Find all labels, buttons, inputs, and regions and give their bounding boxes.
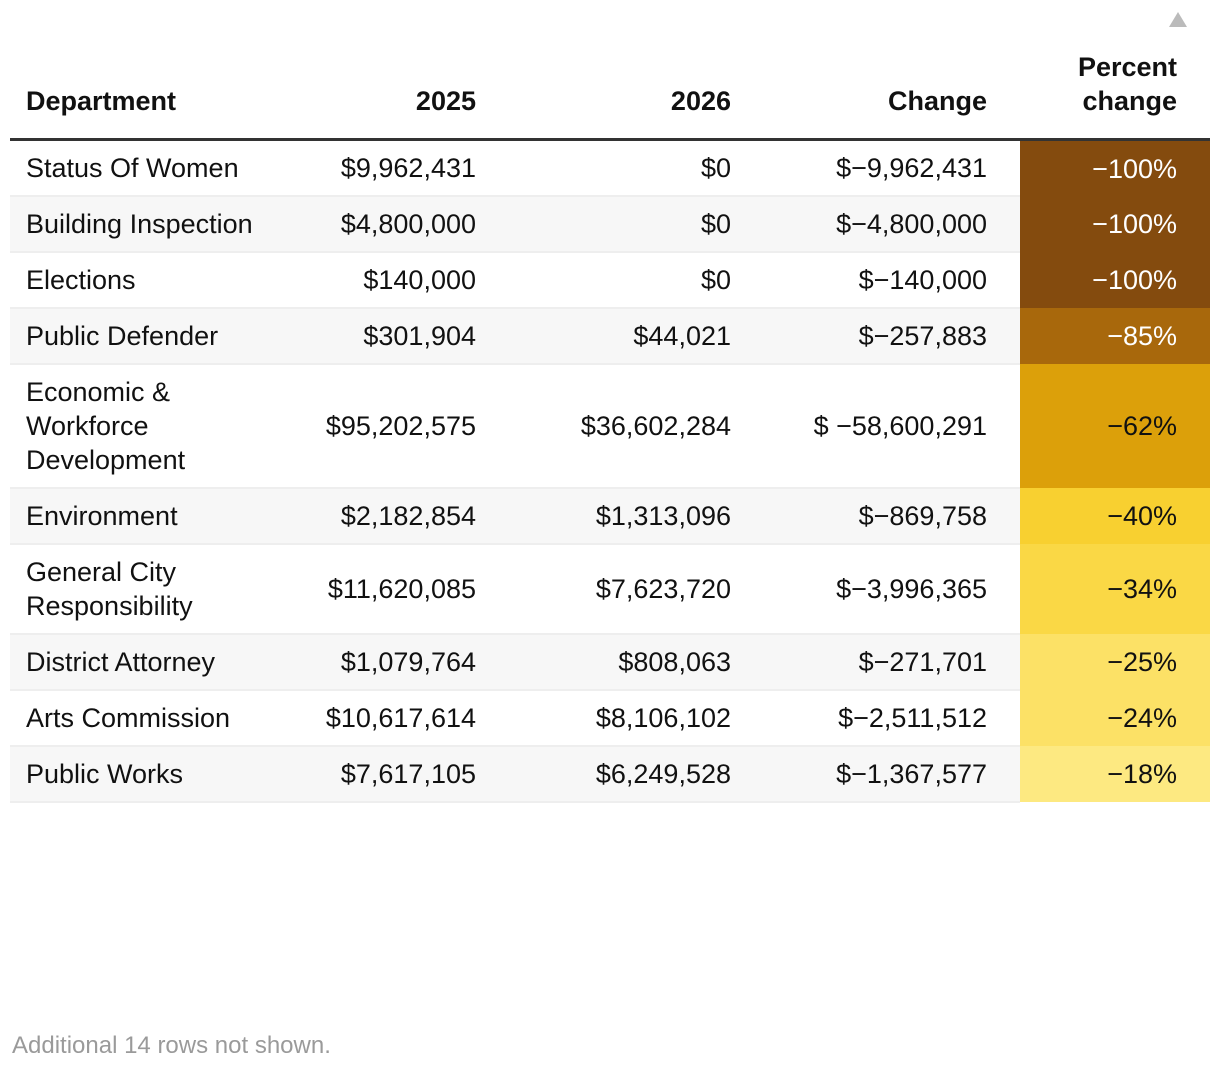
sort-indicator	[1169, 12, 1187, 27]
value-cell: $95,202,575	[270, 364, 492, 489]
value-cell: $ −58,600,291	[747, 364, 1020, 489]
value-cell: $36,602,284	[492, 364, 747, 489]
value-cell: $−2,511,512	[747, 690, 1020, 747]
department-cell: General City Responsibility	[10, 544, 270, 635]
value-cell: $4,800,000	[270, 196, 492, 253]
table-row: Elections $140,000 $0 $−140,000 −100%	[10, 252, 1210, 309]
footnote: Additional 14 rows not shown.	[12, 1032, 331, 1059]
value-cell: $6,249,528	[492, 746, 747, 803]
department-cell: Elections	[10, 252, 270, 309]
value-cell: $−140,000	[747, 252, 1020, 309]
table-row: Economic & Workforce Development $95,202,…	[10, 364, 1210, 489]
table-row: District Attorney $1,079,764 $808,063 $−271…	[10, 634, 1210, 691]
value-cell: $7,617,105	[270, 746, 492, 803]
value-cell: $−9,962,431	[747, 139, 1020, 197]
table-row: Environment $2,182,854 $1,313,096 $−869,758…	[10, 488, 1210, 545]
percent-cell: −25%	[1020, 634, 1210, 690]
department-cell: Building Inspection	[10, 196, 270, 253]
table-body: Status Of Women $9,962,431 $0 $−9,962,431 −1…	[10, 139, 1210, 803]
table-row: Public Defender $301,904 $44,021 $−257,883−…	[10, 308, 1210, 365]
table-row: General City Responsibility $11,620,085 $7…	[10, 544, 1210, 635]
value-cell: $0	[492, 139, 747, 197]
department-cell: Economic & Workforce Development	[10, 364, 270, 489]
percent-cell: −100%	[1020, 196, 1210, 252]
percent-cell: −85%	[1020, 308, 1210, 364]
value-cell: $−869,758	[747, 488, 1020, 545]
department-cell: Arts Commission	[10, 690, 270, 747]
value-cell: $11,620,085	[270, 544, 492, 635]
value-cell: $0	[492, 252, 747, 309]
table-row: Arts Commission $10,617,614 $8,106,102 $−2,…	[10, 690, 1210, 747]
department-cell: Environment	[10, 488, 270, 545]
value-cell: $9,962,431	[270, 139, 492, 197]
value-cell: $−4,800,000	[747, 196, 1020, 253]
percent-cell: −62%	[1020, 364, 1210, 488]
department-cell: Public Defender	[10, 308, 270, 365]
column-header[interactable]: Percent change	[1020, 12, 1210, 141]
table-row: Building Inspection $4,800,000 $0 $−4,800,0…	[10, 196, 1210, 253]
value-cell: $−3,996,365	[747, 544, 1020, 635]
value-cell: $−1,367,577	[747, 746, 1020, 803]
value-cell: $140,000	[270, 252, 492, 309]
value-cell: $1,313,096	[492, 488, 747, 545]
value-cell: $−257,883	[747, 308, 1020, 365]
value-cell: $301,904	[270, 308, 492, 365]
percent-cell: −34%	[1020, 544, 1210, 634]
value-cell: $2,182,854	[270, 488, 492, 545]
percent-cell: −100%	[1020, 252, 1210, 308]
value-cell: $10,617,614	[270, 690, 492, 747]
percent-cell: −100%	[1020, 139, 1210, 196]
value-cell: $44,021	[492, 308, 747, 365]
column-header[interactable]: Department	[10, 50, 270, 141]
department-cell: Status Of Women	[10, 139, 270, 197]
percent-cell: −18%	[1020, 746, 1210, 802]
value-cell: $1,079,764	[270, 634, 492, 691]
value-cell: $0	[492, 196, 747, 253]
percent-cell: −40%	[1020, 488, 1210, 544]
budget-table: Department 2025 2026 Change Percent change S…	[10, 12, 1210, 803]
value-cell: $8,106,102	[492, 690, 747, 747]
percent-cell: −24%	[1020, 690, 1210, 746]
column-header[interactable]: Change	[747, 50, 1020, 141]
value-cell: $7,623,720	[492, 544, 747, 635]
table-row: Status Of Women $9,962,431 $0 $−9,962,431 −1…	[10, 139, 1210, 197]
column-header[interactable]: 2025	[270, 50, 492, 141]
value-cell: $808,063	[492, 634, 747, 691]
value-cell: $−271,701	[747, 634, 1020, 691]
table-row: Public Works $7,617,105 $6,249,528 $−1,367,…	[10, 746, 1210, 803]
column-header[interactable]: 2026	[492, 50, 747, 141]
header-row: Department 2025 2026 Change Percent change	[10, 12, 1210, 141]
department-cell: District Attorney	[10, 634, 270, 691]
department-cell: Public Works	[10, 746, 270, 803]
